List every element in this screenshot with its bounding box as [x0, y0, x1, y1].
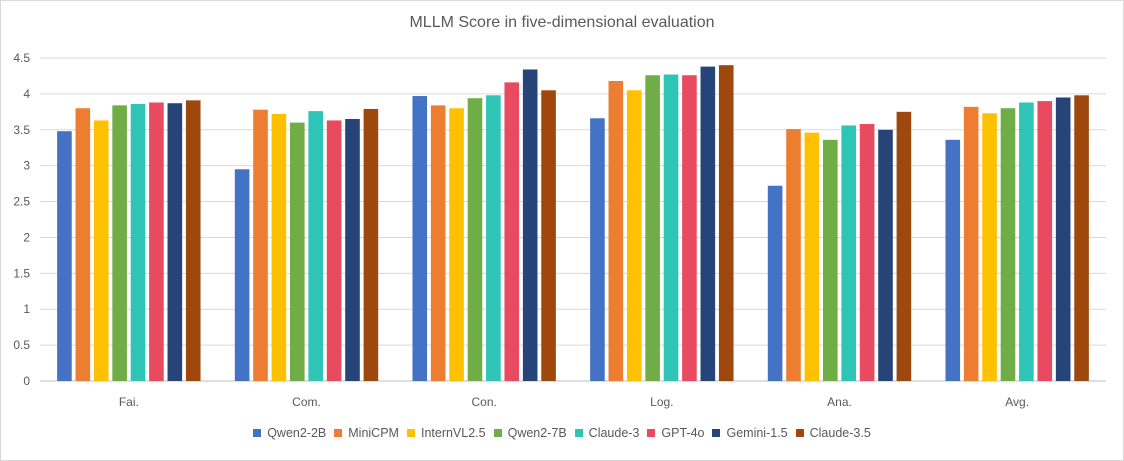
bar-claude-3-fai [130, 103, 146, 381]
bar-internvl2-5-com [271, 113, 287, 382]
y-tick-label: 4.5 [13, 51, 30, 65]
x-tick-label: Com. [292, 395, 321, 409]
bar-gpt-4o-com [326, 120, 342, 381]
legend-item: Qwen2-7B [493, 426, 567, 440]
bar-claude-3-com [308, 111, 323, 382]
bar-gemini-1-5-com [345, 119, 360, 381]
bar-gemini-1-5-con [522, 69, 538, 381]
y-tick-label: 2.5 [13, 195, 30, 209]
bar-qwen2-7b-fai [112, 105, 127, 382]
legend-label: InternVL2.5 [420, 426, 486, 440]
legend-label: MiniCPM [348, 426, 399, 440]
x-tick-label: Fai. [119, 395, 139, 409]
legend-swatch [795, 429, 804, 437]
bar-qwen2-7b-com [290, 122, 305, 381]
bar-qwen2-7b-con [467, 98, 483, 381]
bar-internvl2-5-con [449, 108, 464, 382]
bar-qwen2-2b-log [590, 118, 605, 381]
bar-minicpm-ana [786, 129, 801, 381]
y-tick-label: 2 [23, 230, 30, 244]
chart-title: MLLM Score in five-dimensional evaluatio… [409, 14, 715, 31]
x-tick-label: Con. [471, 395, 496, 409]
bar-minicpm-log [608, 80, 624, 381]
chart-legend: Qwen2-2B MiniCPM InternVL2.5 Qwen2-7B Claude… [0, 426, 1124, 440]
legend-swatch [334, 429, 343, 437]
bar-qwen2-2b-com [234, 169, 250, 381]
legend-item: MiniCPM [334, 426, 399, 440]
legend-label: GPT-4o [661, 426, 705, 440]
bar-internvl2-5-avg [982, 113, 997, 382]
bar-minicpm-con [430, 105, 446, 382]
legend-label: Claude-3 [588, 426, 640, 440]
y-tick-label: 1.5 [13, 266, 30, 280]
legend-swatch [493, 429, 502, 437]
bar-qwen2-7b-ana [823, 139, 838, 381]
bar-gpt-4o-avg [1037, 101, 1053, 381]
bar-claude-3-5-ana [896, 111, 912, 381]
bar-gemini-1-5-log [700, 66, 716, 382]
bar-gpt-4o-fai [149, 102, 164, 381]
bar-qwen2-7b-log [645, 75, 660, 381]
y-tick-label: 0 [23, 374, 30, 388]
bar-gemini-1-5-fai [167, 103, 183, 381]
legend-swatch [574, 429, 583, 437]
bar-claude-3-ana [841, 125, 856, 381]
bar-claude-3-5-avg [1074, 95, 1089, 381]
bar-gpt-4o-log [682, 75, 697, 381]
x-tick-label: Log. [650, 395, 673, 409]
bar-internvl2-5-fai [93, 120, 109, 381]
legend-label: Qwen2-2B [267, 426, 327, 440]
bar-qwen2-2b-con [412, 96, 428, 381]
legend-item: Gemini-1.5 [712, 426, 788, 440]
legend-swatch [712, 429, 721, 437]
bar-claude-3-5-con [541, 90, 556, 382]
bar-internvl2-5-log [626, 90, 642, 382]
legend-label: Gemini-1.5 [726, 426, 788, 440]
legend-item: GPT-4o [647, 426, 704, 440]
legend-label: Qwen2-7B [507, 426, 567, 440]
bar-claude-3-5-fai [185, 100, 201, 381]
bar-qwen2-2b-fai [57, 131, 72, 381]
legend-item: InternVL2.5 [406, 426, 486, 440]
x-tick-label: Avg. [1005, 395, 1029, 409]
bar-claude-3-con [486, 95, 501, 381]
bar-gpt-4o-ana [859, 124, 875, 381]
y-tick-label: 1 [23, 302, 30, 316]
bar-qwen2-2b-ana [767, 185, 783, 381]
legend-label: Claude-3.5 [809, 426, 871, 440]
bar-qwen2-2b-avg [945, 139, 961, 381]
bar-minicpm-com [253, 109, 268, 382]
bar-gpt-4o-con [504, 82, 520, 382]
legend-swatch [253, 429, 262, 437]
legend-swatch [406, 429, 415, 437]
bar-claude-3-log [663, 74, 679, 381]
legend-item: Qwen2-2B [253, 426, 326, 440]
bar-internvl2-5-ana [804, 132, 820, 381]
x-tick-label: Ana. [827, 395, 852, 409]
bar-minicpm-avg [963, 106, 979, 381]
legend-swatch [647, 429, 656, 437]
bar-minicpm-fai [75, 108, 91, 382]
bar-qwen2-7b-avg [1000, 108, 1016, 382]
bar-claude-3-5-com [363, 108, 379, 382]
legend-item: Claude-3 [574, 426, 640, 440]
y-tick-label: 3 [23, 159, 30, 173]
y-tick-label: 3.5 [13, 123, 30, 137]
y-tick-label: 0.5 [13, 338, 30, 352]
bar-gemini-1-5-ana [878, 129, 893, 381]
legend-item: Claude-3.5 [795, 426, 871, 440]
bar-claude-3-avg [1019, 102, 1034, 381]
bar-gemini-1-5-avg [1055, 97, 1071, 381]
bar-claude-3-5-log [718, 65, 734, 382]
y-tick-label: 4 [23, 87, 30, 101]
